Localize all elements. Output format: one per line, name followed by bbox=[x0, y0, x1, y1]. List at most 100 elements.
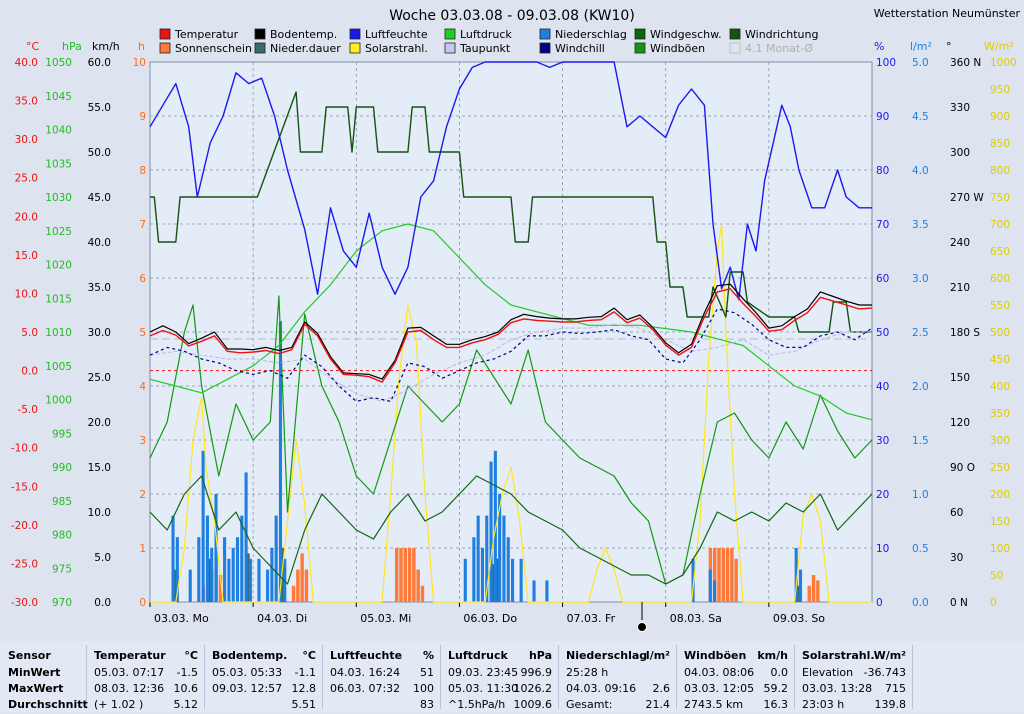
stats-cell-label: 04.03. 08:06 bbox=[684, 666, 755, 679]
temp-axis-tick: -10.0 bbox=[11, 443, 38, 455]
sunshine-bar bbox=[412, 548, 416, 602]
legend-label: Windrichtung bbox=[745, 28, 818, 41]
series-line-bodentemp bbox=[149, 283, 872, 380]
humidity-axis-tick: 40 bbox=[876, 381, 889, 393]
stats-column: Solarstrahl. W/m² Elevation -36.743 03.03. 1… bbox=[796, 645, 913, 711]
stats-cell-value: 16.3 bbox=[763, 698, 789, 711]
stats-cell-value: 100 bbox=[413, 682, 434, 695]
rain-bar bbox=[210, 548, 214, 602]
temp-axis-tick: -15.0 bbox=[11, 481, 38, 493]
direction-axis-tick: 180 S bbox=[950, 327, 980, 339]
sunshine-bar bbox=[296, 569, 300, 602]
axis-unit-humidity: % bbox=[874, 40, 884, 53]
solar-axis-tick: 950 bbox=[990, 84, 1010, 96]
direction-axis-tick: 240 bbox=[950, 237, 970, 249]
legend-swatch bbox=[444, 28, 456, 40]
stats-row: 2743.5 km 16.3 bbox=[684, 698, 788, 714]
legend-swatch bbox=[159, 28, 171, 40]
legend-swatch bbox=[634, 28, 646, 40]
rain-bar bbox=[270, 548, 274, 602]
axis-unit-wind: km/h bbox=[92, 40, 120, 53]
pressure-axis-tick: 1015 bbox=[45, 293, 72, 305]
stats-cell-value: 139.8 bbox=[874, 698, 907, 711]
weather-chart: 03.03. Mo 04.03. Di 05.03. Mi 06.03. Do 07.0… bbox=[11, 7, 1020, 632]
sunshine-bar bbox=[407, 548, 412, 602]
stats-cell-value: 0.0 bbox=[770, 666, 789, 679]
rain-bar bbox=[691, 558, 695, 602]
sunshine-bar bbox=[394, 548, 399, 602]
sunshine-bar bbox=[420, 585, 425, 602]
stats-cell-value: 2.6 bbox=[652, 682, 671, 695]
pressure-axis-tick: 1025 bbox=[45, 226, 72, 238]
wind-axis-tick: 50.0 bbox=[88, 147, 111, 159]
rain-bar bbox=[201, 450, 205, 602]
legend-label: Niederschlag bbox=[555, 28, 627, 41]
stats-cell-label: 06.03. 07:32 bbox=[330, 682, 401, 695]
stats-row: 09.03. 12:57 12.8 bbox=[212, 682, 316, 698]
stats-row: Gesamt: 21.4 bbox=[566, 698, 670, 714]
legend-label: Solarstrahl. bbox=[365, 42, 428, 55]
stats-row: MinWert bbox=[8, 666, 80, 682]
stats-cell-label: Elevation bbox=[802, 666, 854, 679]
stats-header: Sensor bbox=[8, 649, 80, 665]
humidity-axis-tick: 50 bbox=[876, 327, 889, 339]
series-line-windgeschw bbox=[149, 475, 873, 585]
humidity-axis-tick: 10 bbox=[876, 543, 889, 555]
humidity-axis-tick: 20 bbox=[876, 489, 889, 501]
sunshine-bar bbox=[218, 575, 223, 602]
rain-axis-tick: 4.0 bbox=[912, 165, 929, 177]
rain-bar bbox=[244, 472, 248, 602]
hours-axis-tick: 1 bbox=[139, 543, 146, 555]
legend-swatch bbox=[539, 28, 551, 40]
stats-row: 09.03. 23:45 996.9 bbox=[448, 666, 552, 682]
sunshine-bar bbox=[717, 548, 721, 602]
stats-cell-label: (+ 1.02 ) bbox=[94, 698, 144, 711]
legend-label: Taupunkt bbox=[459, 42, 511, 55]
stats-cell-value: -36.743 bbox=[863, 666, 906, 679]
hours-axis-tick: 10 bbox=[133, 57, 146, 69]
sunshine-bar bbox=[300, 553, 304, 602]
temp-axis-tick: -20.0 bbox=[11, 520, 38, 532]
axis-unit-dir: ° bbox=[946, 40, 952, 53]
rain-bar bbox=[798, 569, 803, 602]
stats-title: Luftdruck bbox=[448, 649, 508, 662]
hours-axis-tick: 7 bbox=[139, 219, 146, 231]
stats-header: Bodentemp. °C bbox=[212, 649, 316, 665]
sunshine-bar bbox=[304, 569, 309, 602]
stats-cell-value: 715 bbox=[885, 682, 906, 695]
wind-axis-tick: 55.0 bbox=[88, 102, 111, 114]
axis-unit-hours: h bbox=[138, 40, 145, 53]
rain-duration-bar bbox=[246, 553, 250, 602]
rain-axis-tick: 3.5 bbox=[912, 219, 929, 231]
hours-axis-tick: 3 bbox=[139, 435, 146, 447]
pressure-axis-tick: 1050 bbox=[45, 57, 72, 69]
humidity-axis-tick: 90 bbox=[876, 111, 889, 123]
sunshine-bar bbox=[416, 569, 420, 602]
stats-row: 03.03. 13:28 715 bbox=[802, 682, 906, 698]
solar-axis-tick: 0 bbox=[990, 597, 997, 609]
stats-row: ^1.5hPa/h 1009.6 bbox=[448, 698, 552, 714]
rain-bar bbox=[235, 537, 240, 602]
temp-axis-tick: 30.0 bbox=[15, 134, 38, 146]
stats-column: Bodentemp. °C 05.03. 05:33 -1.1 09.03. 12:57… bbox=[206, 645, 323, 711]
solar-axis-tick: 850 bbox=[990, 138, 1010, 150]
rain-bar bbox=[532, 580, 536, 602]
solar-axis-tick: 250 bbox=[990, 462, 1010, 474]
chart-title: Woche 03.03.08 - 09.03.08 (KW10) bbox=[389, 8, 635, 24]
solar-axis-tick: 1000 bbox=[990, 57, 1017, 69]
rain-bar bbox=[231, 548, 235, 602]
day-label: 07.03. Fr bbox=[567, 612, 616, 625]
hours-axis-tick: 6 bbox=[139, 273, 146, 285]
hours-axis-tick: 0 bbox=[139, 597, 146, 609]
sunshine-bar bbox=[403, 548, 407, 602]
wind-axis-tick: 35.0 bbox=[88, 282, 111, 294]
stats-column: Luftdruck hPa 09.03. 23:45 996.9 05.03. 11:3… bbox=[442, 645, 559, 711]
stats-header: Niederschlag l/m² bbox=[566, 649, 670, 665]
rain-bar bbox=[266, 569, 270, 602]
stats-title: Windböen bbox=[684, 649, 747, 662]
rain-bar bbox=[175, 537, 179, 602]
legend-swatch bbox=[349, 42, 361, 54]
stats-cell-value: 1009.6 bbox=[513, 698, 553, 711]
rain-bar bbox=[476, 515, 480, 602]
day-label: 06.03. Do bbox=[463, 612, 517, 625]
